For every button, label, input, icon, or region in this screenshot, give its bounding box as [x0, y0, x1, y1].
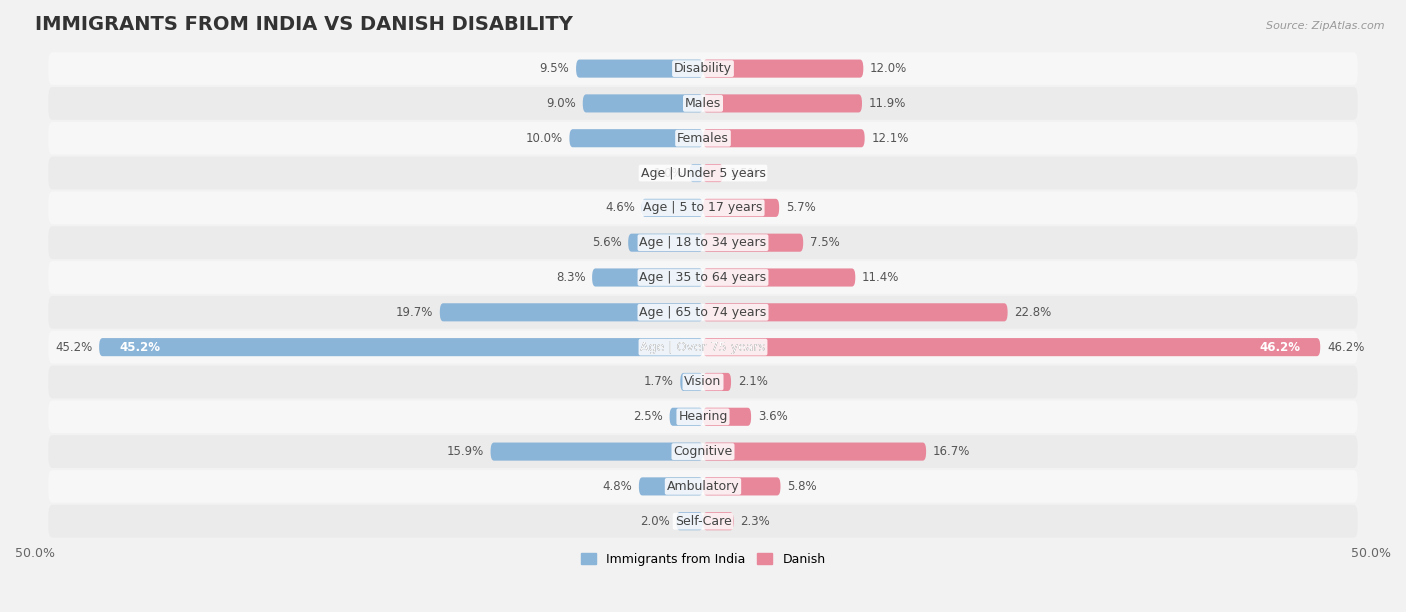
Text: 46.2%: 46.2% [1327, 341, 1364, 354]
FancyBboxPatch shape [48, 470, 1358, 503]
FancyBboxPatch shape [48, 122, 1358, 155]
Text: 46.2%: 46.2% [1260, 341, 1301, 354]
Text: 12.0%: 12.0% [870, 62, 907, 75]
FancyBboxPatch shape [669, 408, 703, 426]
Text: 4.6%: 4.6% [605, 201, 636, 214]
Text: 7.5%: 7.5% [810, 236, 839, 249]
Text: Age | 65 to 74 years: Age | 65 to 74 years [640, 306, 766, 319]
Text: 2.0%: 2.0% [640, 515, 669, 528]
Text: 45.2%: 45.2% [120, 341, 160, 354]
FancyBboxPatch shape [48, 330, 1358, 364]
FancyBboxPatch shape [440, 304, 703, 321]
FancyBboxPatch shape [48, 296, 1358, 329]
Text: Cognitive: Cognitive [673, 445, 733, 458]
FancyBboxPatch shape [641, 199, 703, 217]
Text: 8.3%: 8.3% [555, 271, 585, 284]
Text: 22.8%: 22.8% [1014, 306, 1052, 319]
FancyBboxPatch shape [48, 365, 1358, 398]
Text: Age | Over 75 years: Age | Over 75 years [641, 341, 765, 354]
Text: 5.7%: 5.7% [786, 201, 815, 214]
Text: 2.1%: 2.1% [738, 375, 768, 389]
Text: 9.5%: 9.5% [540, 62, 569, 75]
FancyBboxPatch shape [703, 164, 723, 182]
Text: 9.0%: 9.0% [547, 97, 576, 110]
Text: 1.5%: 1.5% [730, 166, 759, 179]
FancyBboxPatch shape [703, 373, 731, 391]
Text: 2.3%: 2.3% [741, 515, 770, 528]
Text: 4.8%: 4.8% [602, 480, 633, 493]
FancyBboxPatch shape [703, 234, 803, 252]
FancyBboxPatch shape [703, 408, 751, 426]
FancyBboxPatch shape [681, 373, 703, 391]
FancyBboxPatch shape [569, 129, 703, 147]
FancyBboxPatch shape [703, 129, 865, 147]
Text: 3.6%: 3.6% [758, 410, 787, 424]
FancyBboxPatch shape [491, 442, 703, 461]
Text: Disability: Disability [673, 62, 733, 75]
FancyBboxPatch shape [582, 94, 703, 113]
FancyBboxPatch shape [576, 59, 703, 78]
Text: 45.2%: 45.2% [55, 341, 93, 354]
FancyBboxPatch shape [48, 192, 1358, 224]
Text: 2.5%: 2.5% [633, 410, 662, 424]
FancyBboxPatch shape [703, 94, 862, 113]
Text: Ambulatory: Ambulatory [666, 480, 740, 493]
FancyBboxPatch shape [703, 512, 734, 530]
FancyBboxPatch shape [703, 477, 780, 496]
FancyBboxPatch shape [703, 338, 1320, 356]
Text: Males: Males [685, 97, 721, 110]
Text: 5.8%: 5.8% [787, 480, 817, 493]
Legend: Immigrants from India, Danish: Immigrants from India, Danish [575, 548, 831, 571]
Text: IMMIGRANTS FROM INDIA VS DANISH DISABILITY: IMMIGRANTS FROM INDIA VS DANISH DISABILI… [35, 15, 572, 34]
Text: 5.6%: 5.6% [592, 236, 621, 249]
Text: Age | Over 75 years: Age | Over 75 years [641, 341, 765, 354]
Text: 10.0%: 10.0% [526, 132, 562, 144]
FancyBboxPatch shape [592, 269, 703, 286]
FancyBboxPatch shape [48, 261, 1358, 294]
FancyBboxPatch shape [703, 199, 779, 217]
Text: 11.4%: 11.4% [862, 271, 900, 284]
Text: Age | Under 5 years: Age | Under 5 years [641, 166, 765, 179]
Text: Source: ZipAtlas.com: Source: ZipAtlas.com [1267, 21, 1385, 31]
Text: Females: Females [678, 132, 728, 144]
Text: Vision: Vision [685, 375, 721, 389]
Text: 11.9%: 11.9% [869, 97, 905, 110]
FancyBboxPatch shape [48, 87, 1358, 120]
Text: Age | 5 to 17 years: Age | 5 to 17 years [644, 201, 762, 214]
FancyBboxPatch shape [703, 442, 927, 461]
Text: 16.7%: 16.7% [932, 445, 970, 458]
FancyBboxPatch shape [100, 338, 703, 356]
Text: Age | 35 to 64 years: Age | 35 to 64 years [640, 271, 766, 284]
FancyBboxPatch shape [628, 234, 703, 252]
Text: Age | 18 to 34 years: Age | 18 to 34 years [640, 236, 766, 249]
FancyBboxPatch shape [689, 164, 703, 182]
FancyBboxPatch shape [48, 226, 1358, 259]
FancyBboxPatch shape [48, 435, 1358, 468]
FancyBboxPatch shape [703, 304, 1008, 321]
FancyBboxPatch shape [638, 477, 703, 496]
FancyBboxPatch shape [48, 400, 1358, 433]
Text: 19.7%: 19.7% [395, 306, 433, 319]
FancyBboxPatch shape [48, 52, 1358, 85]
FancyBboxPatch shape [676, 512, 703, 530]
Text: 15.9%: 15.9% [447, 445, 484, 458]
Text: Hearing: Hearing [678, 410, 728, 424]
Text: 1.7%: 1.7% [644, 375, 673, 389]
FancyBboxPatch shape [48, 157, 1358, 189]
Text: 1.0%: 1.0% [654, 166, 683, 179]
Text: 12.1%: 12.1% [872, 132, 908, 144]
FancyBboxPatch shape [703, 59, 863, 78]
Text: Self-Care: Self-Care [675, 515, 731, 528]
FancyBboxPatch shape [703, 269, 855, 286]
FancyBboxPatch shape [48, 505, 1358, 537]
